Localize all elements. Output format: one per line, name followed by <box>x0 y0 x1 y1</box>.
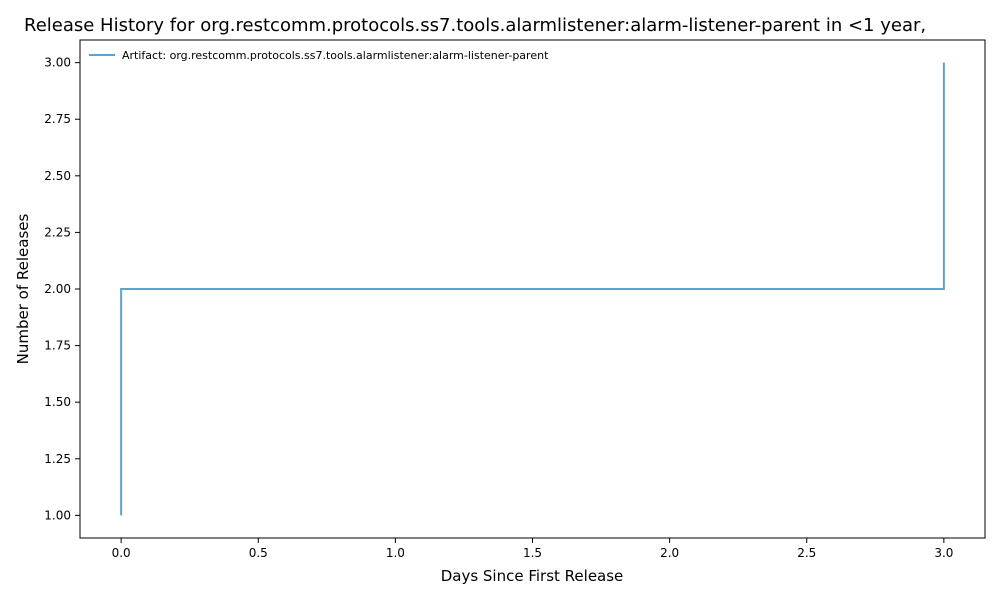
x-tick-label: 2.0 <box>660 546 679 560</box>
y-tick-label: 2.25 <box>44 225 71 239</box>
y-axis: 1.00 1.25 1.50 1.75 2.00 2.25 2.50 2.75 3.00 <box>44 56 80 522</box>
y-tick-label: 1.00 <box>44 508 71 522</box>
y-tick-label: 2.00 <box>44 282 71 296</box>
series-line <box>120 62 945 516</box>
legend: Artifact: org.restcomm.protocols.ss7.too… <box>89 49 549 62</box>
x-tick-label: 0.0 <box>112 546 131 560</box>
series-layer <box>120 62 945 516</box>
x-tick-label: 3.0 <box>934 546 953 560</box>
y-tick-label: 2.75 <box>44 112 71 126</box>
y-tick-label: 1.75 <box>44 339 71 353</box>
y-axis-label: Number of Releases <box>14 213 32 364</box>
x-tick-label: 2.5 <box>797 546 816 560</box>
x-tick-label: 1.0 <box>386 546 405 560</box>
legend-label: Artifact: org.restcomm.protocols.ss7.too… <box>122 49 549 62</box>
x-tick-label: 1.5 <box>523 546 542 560</box>
y-tick-label: 2.50 <box>44 169 71 183</box>
y-tick-label: 1.25 <box>44 452 71 466</box>
x-tick-label: 0.5 <box>249 546 268 560</box>
y-tick-label: 3.00 <box>44 56 71 70</box>
chart-title: Release History for org.restcomm.protoco… <box>24 15 926 36</box>
y-tick-label: 1.50 <box>44 395 71 409</box>
x-axis: 0.0 0.5 1.0 1.5 2.0 2.5 3.0 <box>112 538 953 560</box>
x-axis-label: Days Since First Release <box>441 567 624 585</box>
